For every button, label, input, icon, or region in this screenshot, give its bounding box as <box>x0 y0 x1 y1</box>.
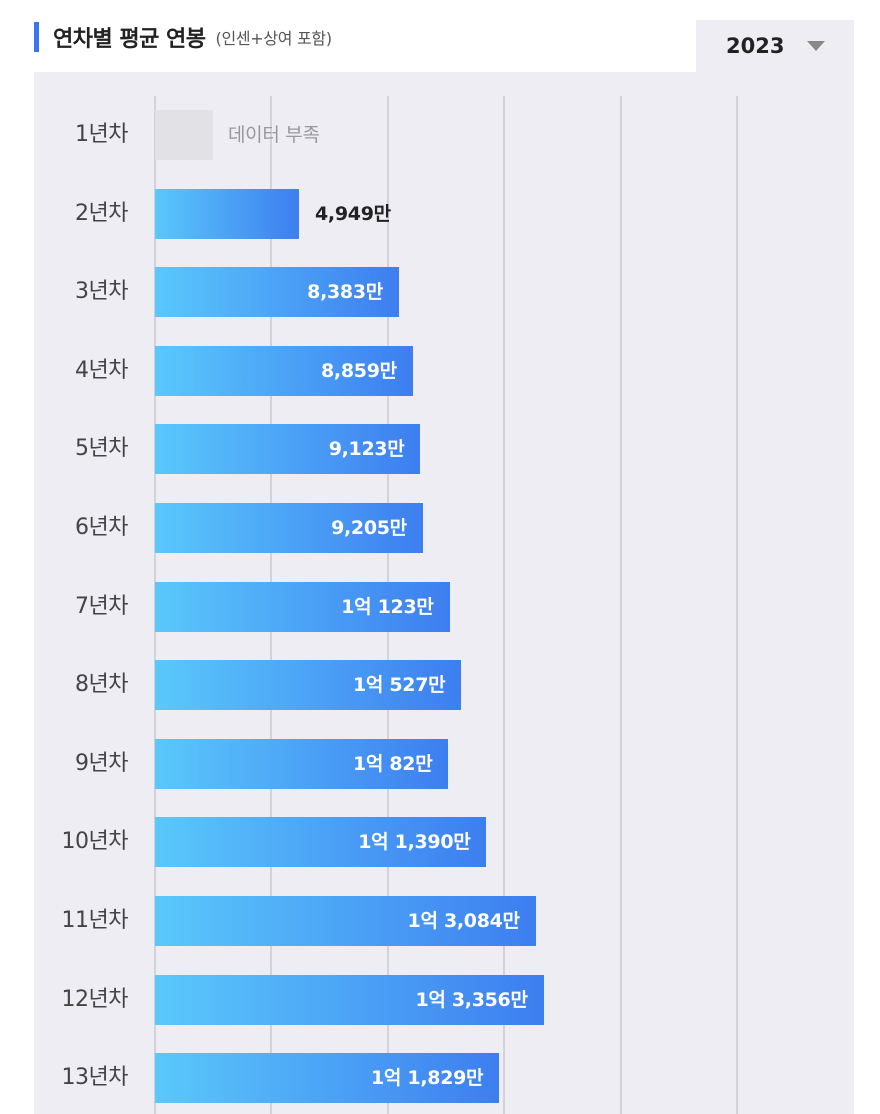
bar-value-label: 4,949만 <box>315 203 391 225</box>
grid-line <box>619 96 622 1114</box>
year-dropdown-value: 2023 <box>726 34 785 58</box>
category-label: 8년차 <box>75 672 128 697</box>
bar-value-label: 1억 3,356만 <box>415 989 528 1011</box>
category-label: 12년차 <box>61 987 129 1012</box>
bar-value-label: 1억 123만 <box>341 596 434 618</box>
bar[interactable]: 1억 1,390만 <box>155 817 487 867</box>
chart-title: 연차별 평균 연봉 <box>53 27 206 52</box>
bar-value-label: 8,383만 <box>307 281 383 303</box>
bar[interactable]: 9,205만 <box>155 503 423 553</box>
bar-value-label: 1억 527만 <box>352 674 446 696</box>
bar-value-label: 8,859만 <box>321 360 397 382</box>
chart-subtitle: (인센+상여 포함) <box>215 29 333 48</box>
bar-value-label: 1억 3,084만 <box>407 910 521 932</box>
grid-line <box>503 96 506 1114</box>
bar[interactable]: 1억 123만 <box>155 582 450 632</box>
category-label: 2년차 <box>75 201 128 226</box>
no-data-label: 데이터 부족 <box>228 124 320 146</box>
bar[interactable]: 1억 3,356만 <box>155 975 544 1025</box>
chart-area: 1년차 데이터 부족 2년차 4,949만 3년차 8,383만 4년차 8,859만 5년차 9… <box>34 72 854 1114</box>
chevron-down-icon <box>807 41 825 51</box>
year-dropdown[interactable]: 2023 <box>696 20 854 72</box>
category-label: 3년차 <box>75 279 128 304</box>
bar-value-label: 9,123만 <box>328 438 405 460</box>
bar-value-label: 1억 1,829만 <box>371 1067 484 1089</box>
grid-line <box>736 96 738 1114</box>
category-label: 6년차 <box>75 515 128 540</box>
title-accent-bar <box>34 22 39 52</box>
bar[interactable]: 8,383만 <box>155 267 399 317</box>
bar[interactable]: 4,949만 <box>155 189 391 239</box>
category-label: 7년차 <box>75 594 128 619</box>
bar-value-label: 1억 1,390만 <box>358 831 471 853</box>
category-label: 5년차 <box>75 436 128 461</box>
bar-value-label: 1억 82만 <box>352 753 433 775</box>
category-label: 1년차 <box>75 122 128 147</box>
category-label: 10년차 <box>61 829 129 854</box>
category-label: 4년차 <box>75 358 128 383</box>
category-label: 13년차 <box>61 1065 129 1090</box>
category-label: 11년차 <box>61 908 129 933</box>
chart-header: 연차별 평균 연봉 (인센+상여 포함) <box>34 18 332 56</box>
bar[interactable]: 1억 3,084만 <box>155 896 536 946</box>
no-data-placeholder <box>155 110 213 160</box>
category-label: 9년차 <box>75 751 128 776</box>
bar-value-label: 9,205만 <box>331 517 407 539</box>
bar[interactable]: 9,123만 <box>155 424 421 474</box>
bar[interactable]: 1억 82만 <box>155 739 449 789</box>
bar[interactable]: 1억 1,829만 <box>155 1053 500 1103</box>
bar[interactable]: 8,859만 <box>155 346 413 396</box>
bar[interactable]: 1억 527만 <box>155 660 462 710</box>
